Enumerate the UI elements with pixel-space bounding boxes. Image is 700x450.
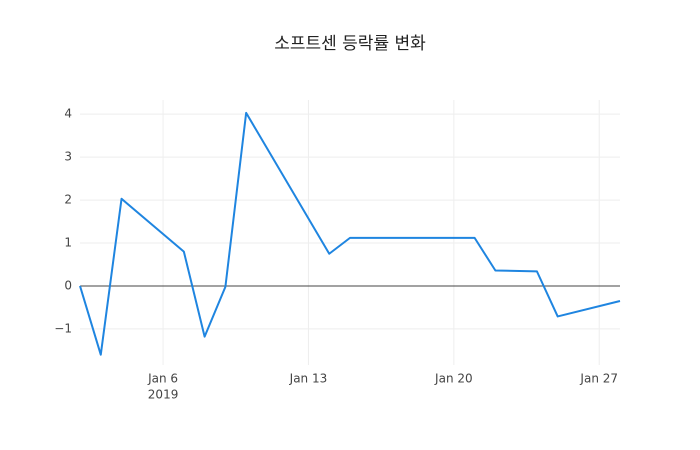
chart-title: 소프트센 등락률 변화: [274, 34, 426, 54]
y-tick-label: 2: [64, 193, 72, 207]
x-tick-label: Jan 27: [579, 372, 618, 386]
x-tick-label: Jan 6: [147, 372, 178, 386]
y-tick-label: −1: [54, 321, 72, 335]
data-line: [79, 111, 621, 356]
x-tick-label: 2019: [148, 388, 179, 402]
x-tick-label: Jan 13: [289, 372, 328, 386]
y-tick-label: 1: [64, 236, 72, 250]
y-tick-label: 0: [64, 278, 72, 292]
y-tick-label: 3: [64, 150, 72, 164]
y-tick-label: 4: [64, 107, 72, 121]
x-tick-label: Jan 20: [434, 372, 473, 386]
